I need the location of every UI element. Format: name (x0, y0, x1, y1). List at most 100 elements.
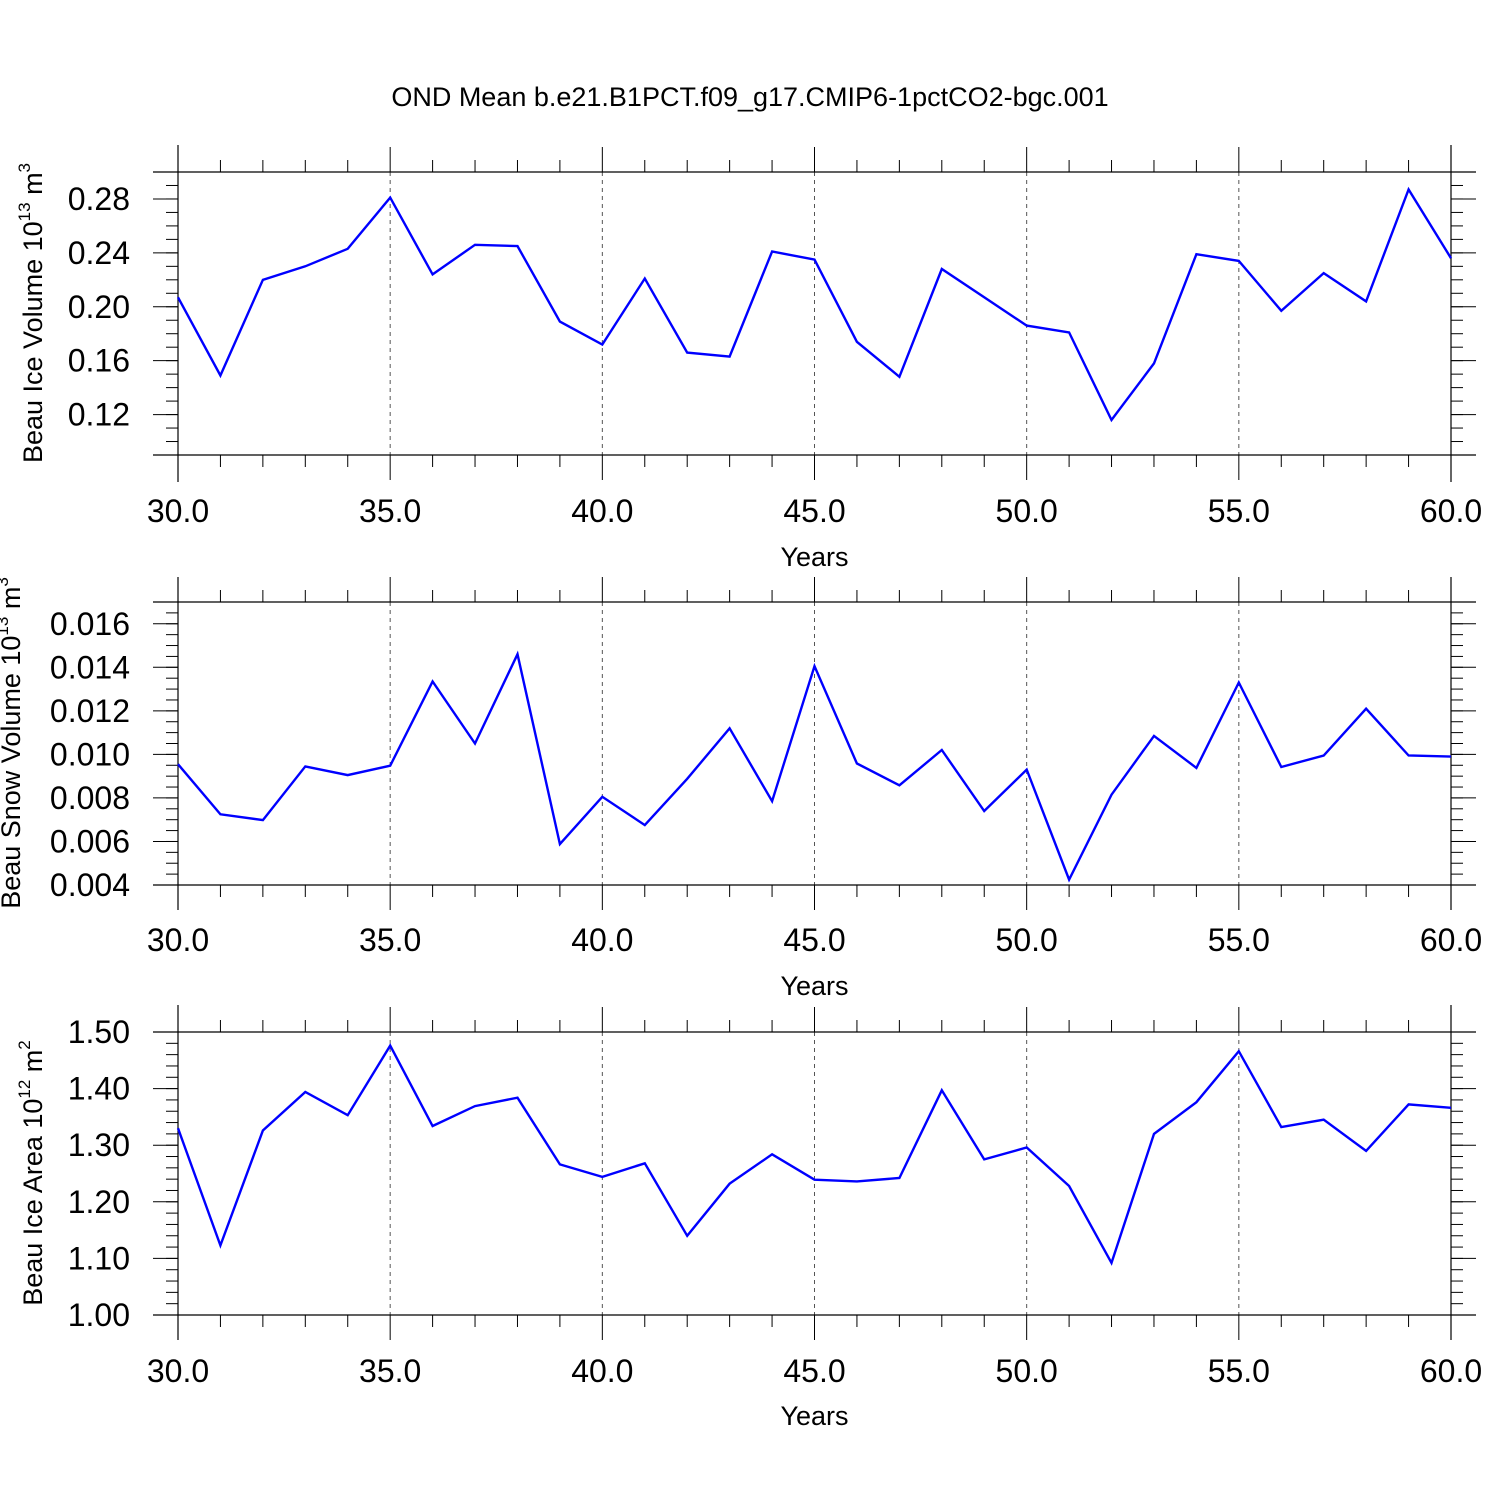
ice-area-xtick-label: 60.0 (1420, 1353, 1482, 1389)
ice-area-ytick-label: 1.00 (68, 1297, 130, 1333)
snow-volume-data-point (1365, 707, 1367, 709)
snow-volume-data-point (1195, 767, 1197, 769)
ice-area-xtick-label: 35.0 (359, 1353, 421, 1389)
ice-area-data-point (474, 1105, 476, 1107)
ice-area-xtick-label: 55.0 (1208, 1353, 1270, 1389)
ice-area-data-point (771, 1153, 773, 1155)
snow-volume-data-point (559, 843, 561, 845)
ice-volume-data-point (431, 273, 433, 275)
ice-volume-data-point (1068, 331, 1070, 333)
ice-area-yaxis-label: Beau Ice Area 1012 m2 (15, 1040, 48, 1306)
snow-volume-data-point (686, 778, 688, 780)
snow-volume-data-point (219, 813, 221, 815)
ice-area-ytick-label: 1.30 (68, 1127, 130, 1163)
ice-volume-xtick-label: 50.0 (996, 493, 1058, 529)
ice-volume-data-point (728, 355, 730, 357)
ice-volume-data-point (601, 343, 603, 345)
ice-volume-data-point (262, 279, 264, 281)
ice-volume-data-point (1025, 324, 1027, 326)
ice-volume-data-point (1195, 253, 1197, 255)
ice-area-data-point (1025, 1146, 1027, 1148)
ice-area-ytick-label: 1.10 (68, 1240, 130, 1276)
snow-volume-data-point (771, 800, 773, 802)
snow-volume-data-point (177, 763, 179, 765)
ice-area-data-point (644, 1162, 646, 1164)
ice-volume-ytick-label: 0.24 (68, 235, 130, 271)
ice-area-data-point (813, 1179, 815, 1181)
ice-volume-xtick-label: 35.0 (359, 493, 421, 529)
ice-area-xtick-label: 50.0 (996, 1353, 1058, 1389)
ice-volume-ytick-label: 0.16 (68, 343, 130, 379)
ice-area-data-point (262, 1129, 264, 1131)
ice-volume-data-point (686, 351, 688, 353)
ice-volume-data-point (177, 296, 179, 298)
ice-volume-xtick-label: 45.0 (783, 493, 845, 529)
ice-area-series-line (176, 1043, 1452, 1266)
snow-volume-data-point (856, 762, 858, 764)
snow-volume-data-point (1025, 768, 1027, 770)
ice-area-data-point (1238, 1050, 1240, 1052)
ice-volume-data-point (813, 258, 815, 260)
ice-volume-data-point (941, 268, 943, 270)
ice-volume-data-point (559, 320, 561, 322)
ice-area-data-point (941, 1089, 943, 1091)
ice-area-ytick-label: 1.20 (68, 1184, 130, 1220)
ice-area-data-point (177, 1127, 179, 1129)
ice-area-data-point (686, 1235, 688, 1237)
ice-volume-data-point (1407, 188, 1409, 190)
snow-volume-data-point (1068, 878, 1070, 880)
ice-area-data-point (601, 1176, 603, 1178)
snow-volume-ytick-label: 0.016 (50, 606, 130, 642)
ice-volume-data-point (983, 296, 985, 298)
snow-volume-data-point (898, 784, 900, 786)
ice-area-xtick-label: 45.0 (783, 1353, 845, 1389)
snow-volume-xtick-label: 50.0 (996, 922, 1058, 958)
ice-area-ytick-label: 1.40 (68, 1071, 130, 1107)
snow-volume-yaxis-label: Beau Snow Volume 1013 m3 (0, 577, 26, 909)
snow-volume-data-point (1407, 754, 1409, 756)
ice-area-data-point (1153, 1133, 1155, 1135)
snow-volume-xtick-label: 40.0 (571, 922, 633, 958)
snow-volume-data-point (1280, 766, 1282, 768)
snow-volume-ytick-label: 0.014 (50, 649, 130, 685)
ice-area-data-point (1450, 1107, 1452, 1109)
ice-area-data-point (856, 1180, 858, 1182)
ice-area-data-point (389, 1044, 391, 1046)
ice-volume-data-point (1110, 419, 1112, 421)
ice-volume-xaxis-label: Years (780, 542, 848, 572)
ice-volume-data-point (856, 341, 858, 343)
ice-volume-data-point (219, 374, 221, 376)
ice-volume-data-point (347, 248, 349, 250)
ice-area-xtick-label: 30.0 (147, 1353, 209, 1389)
ice-volume-data-point (898, 376, 900, 378)
snow-volume-xtick-label: 35.0 (359, 922, 421, 958)
ice-area-data-point (898, 1177, 900, 1179)
ice-volume-xtick-label: 55.0 (1208, 493, 1270, 529)
snow-volume-xtick-label: 60.0 (1420, 922, 1482, 958)
ice-area-data-point (559, 1163, 561, 1165)
ice-volume-series-line (176, 186, 1453, 423)
ice-area-data-point (1110, 1262, 1112, 1264)
ice-volume-data-point (1323, 272, 1325, 274)
ice-volume-data-point (771, 250, 773, 252)
snow-volume-data-point (1323, 754, 1325, 756)
ice-area-data-point (983, 1158, 985, 1160)
ice-area-data-point (1365, 1150, 1367, 1152)
snow-volume-xtick-label: 30.0 (147, 922, 209, 958)
ice-area-data-point (1195, 1101, 1197, 1103)
ice-area-ytick-label: 1.50 (68, 1014, 130, 1050)
ice-volume-panel: 0.12 0.16 0.20 0.24 0.28 30.0 35.0 40.0 45.0 50.0… (15, 145, 1482, 572)
snow-volume-ytick-label: 0.006 (50, 823, 130, 859)
snow-volume-xaxis-label: Years (780, 971, 848, 1001)
ice-volume-xtick-label: 60.0 (1420, 493, 1482, 529)
ice-area-data-point (431, 1125, 433, 1127)
ice-volume-data-point (304, 265, 306, 267)
snow-volume-xtick-label: 55.0 (1208, 922, 1270, 958)
snow-volume-ytick-label: 0.008 (50, 780, 130, 816)
ice-volume-data-point (644, 277, 646, 279)
snow-volume-data-point (1153, 735, 1155, 737)
snow-volume-data-point (644, 824, 646, 826)
snow-volume-data-point (813, 665, 815, 667)
ice-volume-data-point (1365, 300, 1367, 302)
